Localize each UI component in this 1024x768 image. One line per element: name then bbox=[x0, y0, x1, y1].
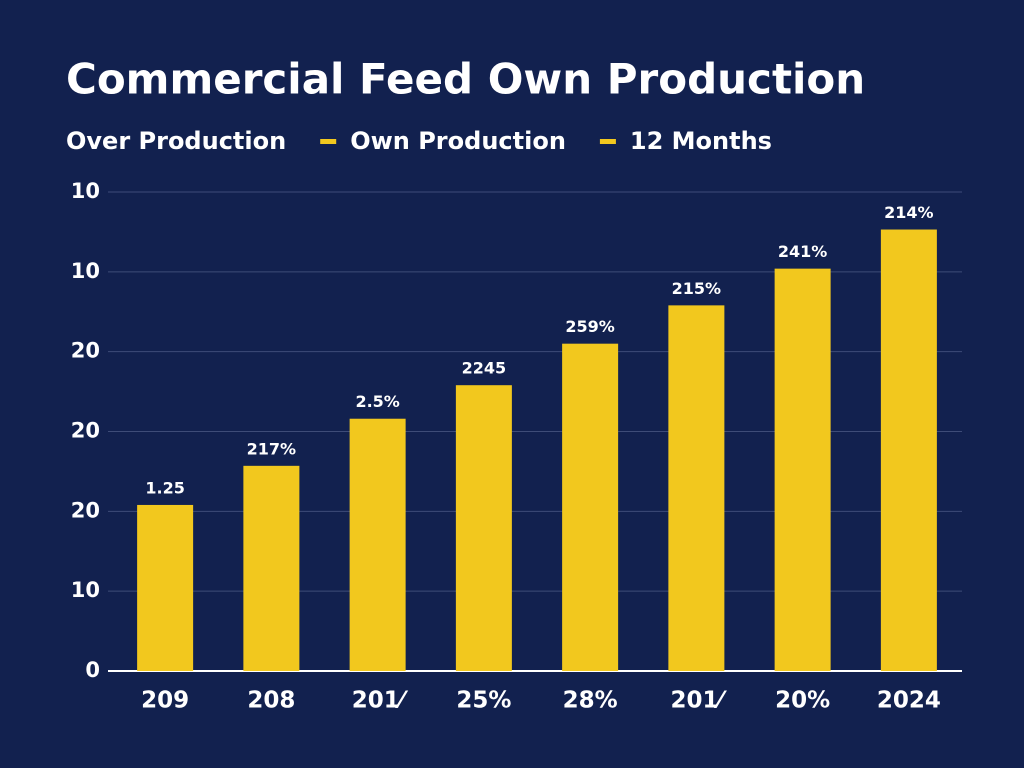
bar-annotation: 241% bbox=[778, 242, 827, 261]
legend-swatch bbox=[599, 139, 616, 144]
bar bbox=[668, 305, 725, 671]
legend-swatch bbox=[320, 139, 337, 144]
bar bbox=[137, 504, 194, 671]
x-tick-label: 201⁄ bbox=[352, 688, 409, 714]
x-tick-label: 25% bbox=[456, 688, 511, 714]
y-tick-label: 20 bbox=[71, 419, 100, 443]
x-tick-label: 28% bbox=[563, 688, 618, 714]
x-tick-label: 201⁄ bbox=[670, 688, 727, 714]
bar bbox=[243, 465, 300, 671]
y-tick-label: 10 bbox=[71, 259, 100, 283]
y-tick-label: 10 bbox=[71, 578, 100, 602]
bar bbox=[455, 385, 512, 671]
bar-annotation: 2245 bbox=[462, 359, 507, 378]
bar bbox=[562, 343, 619, 671]
y-tick-label: 20 bbox=[71, 498, 100, 522]
legend-label: Own Production bbox=[350, 127, 566, 155]
bar-annotation: 214% bbox=[884, 203, 933, 222]
y-tick-label: 20 bbox=[71, 339, 100, 363]
x-tick-label: 2024 bbox=[877, 688, 941, 714]
x-tick-label: 20% bbox=[775, 688, 830, 714]
legend-label: 12 Months bbox=[630, 127, 772, 155]
bar bbox=[349, 418, 406, 671]
bar-annotation: 259% bbox=[565, 317, 614, 336]
bar-annotation: 217% bbox=[247, 439, 296, 458]
x-tick-label: 208 bbox=[247, 688, 295, 714]
y-tick-label: 0 bbox=[85, 658, 100, 682]
bar bbox=[880, 229, 937, 671]
x-tick-label: 209 bbox=[141, 688, 189, 714]
bar-annotation: 215% bbox=[672, 279, 721, 298]
chart-title: Commercial Feed Own Production bbox=[66, 55, 865, 104]
legend-label: Over Production bbox=[66, 127, 286, 155]
bar-annotation: 2.5% bbox=[355, 392, 399, 411]
bar-annotation: 1.25 bbox=[145, 478, 184, 497]
y-tick-label: 10 bbox=[71, 179, 100, 203]
bar bbox=[774, 268, 831, 671]
